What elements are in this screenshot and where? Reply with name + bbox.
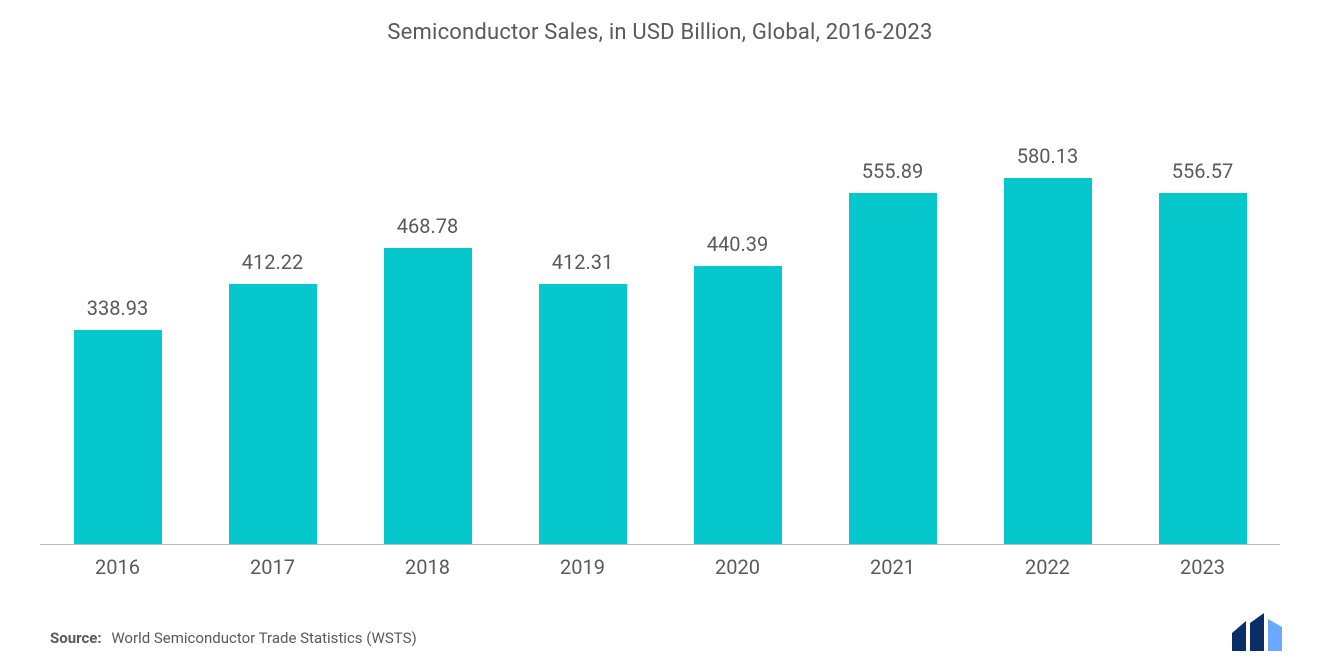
mordor-intelligence-logo-icon [1232, 613, 1290, 651]
bar-group: 556.57 [1125, 159, 1280, 545]
bar [694, 266, 782, 545]
value-label: 468.78 [397, 214, 458, 238]
value-label: 555.89 [862, 159, 923, 183]
x-axis-label: 2023 [1125, 555, 1280, 579]
bar-group: 338.93 [40, 296, 195, 545]
x-axis-label: 2018 [350, 555, 505, 579]
value-label: 412.22 [242, 250, 303, 274]
bar [849, 193, 937, 545]
x-axis-baseline [40, 544, 1280, 545]
bar-group: 468.78 [350, 214, 505, 545]
value-label: 338.93 [87, 296, 148, 320]
plot-area: 338.93 412.22 468.78 412.31 440.39 555.8… [30, 115, 1290, 545]
bar [74, 330, 162, 545]
chart-container: Semiconductor Sales, in USD Billion, Glo… [0, 0, 1320, 665]
value-label: 580.13 [1017, 144, 1078, 168]
bar [229, 284, 317, 545]
x-axis: 2016 2017 2018 2019 2020 2021 2022 2023 [30, 545, 1290, 579]
x-axis-label: 2020 [660, 555, 815, 579]
bar-group: 412.22 [195, 250, 350, 545]
source-text: World Semiconductor Trade Statistics (WS… [111, 629, 416, 647]
x-axis-label: 2017 [195, 555, 350, 579]
x-axis-label: 2022 [970, 555, 1125, 579]
bar-group: 440.39 [660, 232, 815, 545]
source-prefix: Source: [50, 629, 102, 647]
value-label: 556.57 [1172, 159, 1233, 183]
x-axis-label: 2021 [815, 555, 970, 579]
value-label: 440.39 [707, 232, 768, 256]
chart-title: Semiconductor Sales, in USD Billion, Glo… [30, 20, 1290, 45]
bar-group: 580.13 [970, 144, 1125, 545]
bar-group: 555.89 [815, 159, 970, 545]
bar-group: 412.31 [505, 250, 660, 545]
bar [384, 248, 472, 545]
bar [1004, 178, 1092, 545]
x-axis-label: 2016 [40, 555, 195, 579]
bar [539, 284, 627, 545]
source-footer: Source: World Semiconductor Trade Statis… [50, 629, 417, 647]
x-axis-label: 2019 [505, 555, 660, 579]
value-label: 412.31 [552, 250, 613, 274]
bar [1159, 193, 1247, 545]
